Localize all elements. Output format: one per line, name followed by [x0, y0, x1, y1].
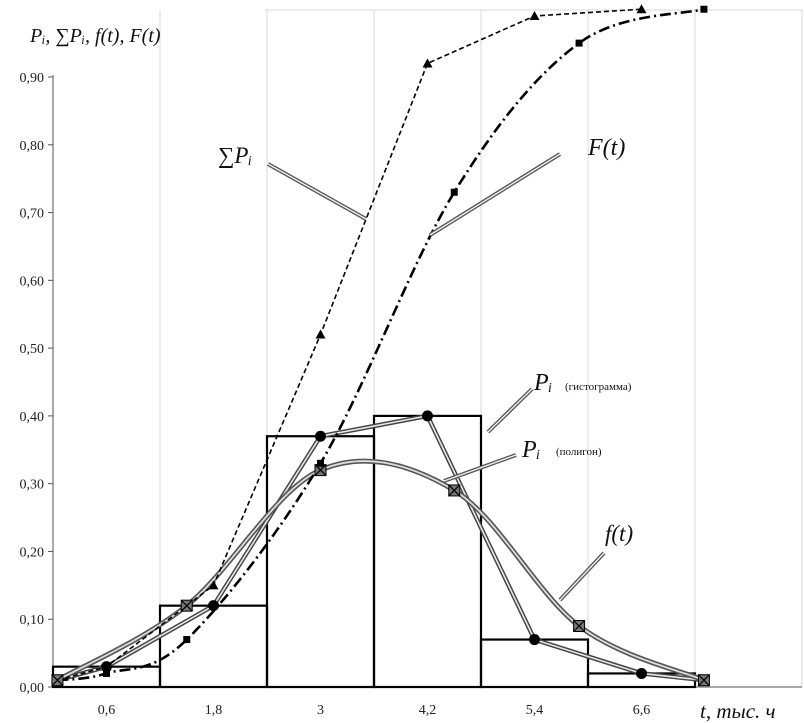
annotation-pi-poly-note: (полигон)	[556, 446, 602, 458]
density-line	[56, 458, 705, 683]
y-tick-label: 0,40	[20, 410, 45, 425]
y-tick-label: 0,00	[20, 681, 45, 696]
annotations: ∑Pᵢ F(t) Pᵢ (гистограмма) Pᵢ (полигон) f(t)	[218, 135, 633, 602]
histogram-bar	[372, 414, 483, 689]
y-tick-label: 0,20	[20, 545, 45, 560]
histogram-bar	[158, 604, 269, 689]
density-point-cross	[314, 464, 327, 477]
cdf-point	[317, 459, 324, 467]
y-tick-label: 0,80	[20, 139, 45, 154]
y-tick-label: 0,90	[20, 71, 45, 86]
polygon-point	[315, 430, 326, 442]
density-pointer-inner	[559, 552, 605, 601]
cumulative-point	[636, 4, 647, 14]
cdf-pointer-inner	[429, 153, 561, 236]
density-point-cross	[573, 620, 586, 632]
series-lines	[56, 7, 705, 683]
series-markers	[51, 4, 710, 687]
sum-pointer-inner	[267, 163, 367, 220]
y-axis-label: Pᵢ, ∑Pᵢ, f(t), F(t)	[29, 25, 161, 47]
cdf-point	[450, 188, 458, 196]
x-tick-label: 1,8	[205, 703, 223, 718]
density-point-cross	[448, 484, 461, 497]
polygon-line-inner	[57, 415, 704, 681]
x-tick-label: 4,2	[419, 703, 437, 718]
cumulative-point	[422, 58, 433, 68]
annotation-pi-poly: Pᵢ	[521, 437, 540, 463]
axis-labels: Pᵢ, ∑Pᵢ, f(t), F(t) t, тыс. ч	[29, 25, 776, 723]
axes: 0,00 0,10 0,20 0,30 0,40 0,50 0,60 0,70 0,80 0,90…	[20, 71, 802, 718]
density-point-cross	[180, 599, 193, 612]
x-tick-label: 5,4	[526, 703, 544, 718]
cdf-point	[700, 5, 708, 13]
polygon-pointer-inner	[443, 454, 517, 482]
y-tick-label: 0,30	[20, 478, 45, 493]
cdf-point	[103, 669, 110, 677]
density-point-cross	[51, 674, 64, 687]
density-line-inner	[57, 460, 705, 682]
cumulative-point	[315, 329, 326, 339]
y-tick-label: 0,60	[20, 274, 45, 289]
grid-lines	[159, 9, 803, 687]
cdf-point	[575, 39, 583, 47]
x-tick-label: 0,6	[98, 703, 116, 718]
polygon-point	[422, 410, 433, 422]
x-tick-label: 6,6	[633, 703, 651, 718]
histogram-bar	[479, 638, 590, 689]
cdf-line	[57, 7, 705, 682]
y-tick-label: 0,10	[20, 613, 45, 628]
x-tick-label: 3	[317, 703, 324, 718]
annotation-F: F(t)	[587, 135, 625, 161]
annotation-sum-pi: ∑Pᵢ	[218, 143, 252, 168]
cumulative-point	[529, 11, 540, 20]
polygon-point	[208, 600, 219, 612]
annotation-pi-hist-note: (гистограмма)	[565, 381, 632, 393]
cumulative-point	[101, 661, 112, 671]
annotation-f: f(t)	[605, 521, 633, 546]
density-point-cross	[697, 674, 710, 687]
cumulative-point	[208, 580, 219, 590]
cumulative-line	[57, 8, 642, 681]
histogram-pointer-inner	[487, 388, 533, 433]
y-tick-label: 0,70	[20, 207, 45, 222]
y-tick-label: 0,50	[20, 342, 45, 357]
annotation-pi-hist: Pᵢ	[533, 370, 552, 396]
cdf-point	[183, 636, 191, 644]
polygon-point	[529, 634, 540, 646]
x-axis-label: t, тыс. ч	[700, 699, 776, 723]
polygon-point	[636, 667, 647, 679]
